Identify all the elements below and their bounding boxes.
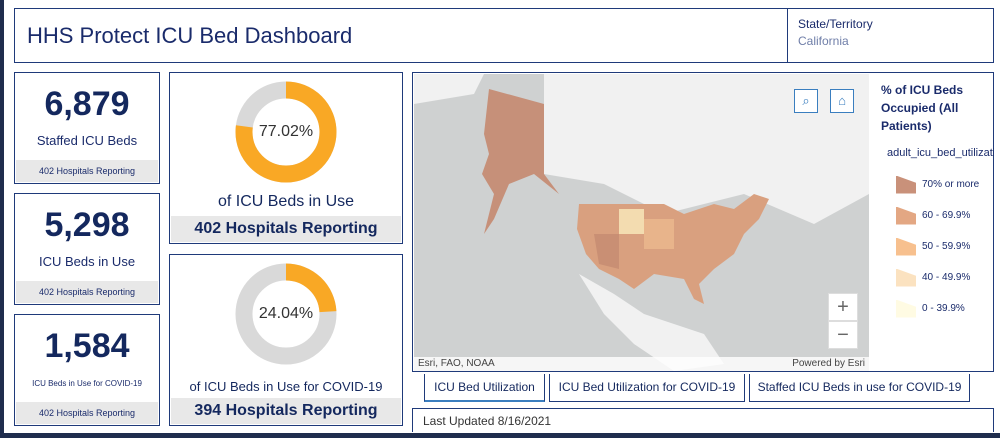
donut-chart [235,263,337,365]
donut-footer: 394 Hospitals Reporting [171,398,401,424]
legend-swatch [896,206,916,225]
donut-footer: 402 Hospitals Reporting [171,216,401,242]
legend-field: adult_icu_bed_utilization [887,147,994,159]
home-icon: ⌂ [838,93,846,108]
state-label: State/Territory [798,17,873,31]
donut-caption: of ICU Beds in Use [217,193,355,210]
legend-label: 40 - 49.9% [922,272,971,283]
legend-label: 0 - 39.9% [922,303,965,314]
zoom-in-button[interactable]: + [828,293,858,321]
map-view[interactable]: ⌕ ⌂ + − Esri, FAO, NOAA Powered by Esri [414,74,869,371]
legend-item: 60 - 69.9% [871,200,994,231]
donut-arc [235,263,337,365]
powered-by[interactable]: Powered by Esri [792,358,865,369]
stat-value: 6,879 [44,85,130,123]
donut-chart [235,81,337,183]
stat-label: ICU Beds in Use [38,254,136,269]
stat-value: 1,584 [44,327,130,365]
legend-swatch [896,175,916,194]
last-updated: Last Updated 8/16/2021 [412,408,994,432]
donut-percent: 24.04% [258,305,314,322]
stat-label: Staffed ICU Beds [36,133,138,148]
search-icon: ⌕ [802,93,810,108]
covid-use-donut-card: 24.04% of ICU Beds in Use for COVID-19 3… [169,254,403,426]
tab-icu-bed-utilization[interactable]: ICU Bed Utilization [424,374,545,402]
tab-icu-bed-utilization-covid[interactable]: ICU Bed Utilization for COVID-19 [549,374,745,402]
map-panel: ⌕ ⌂ + − Esri, FAO, NOAA Powered by Esri … [412,72,994,372]
stat-label: ICU Beds in Use for COVID-19 [32,379,142,388]
donut-caption: of ICU Beds in Use for COVID-19 [189,379,383,394]
legend-title: % of ICU Beds Occupied (All Patients) [881,83,964,133]
zoom-out-button[interactable]: − [828,321,858,349]
land-mexico [579,274,724,371]
legend-item: 40 - 49.9% [871,262,994,293]
attribution-text: Esri, FAO, NOAA [418,358,495,369]
state-selector[interactable]: State/Territory California [787,9,992,62]
stat-footer: 402 Hospitals Reporting [16,402,158,424]
bottom-border [4,433,1000,438]
home-button[interactable]: ⌂ [830,89,854,113]
page-title: HHS Protect ICU Bed Dashboard [27,23,353,48]
stat-value: 5,298 [44,206,130,244]
search-button[interactable]: ⌕ [794,89,818,113]
stat-footer: 402 Hospitals Reporting [16,281,158,303]
state-value: California [798,34,849,48]
alaska-region [482,89,559,234]
stat-footer: 402 Hospitals Reporting [16,160,158,182]
beds-in-use-card: 5,298 ICU Beds in Use 402 Hospitals Repo… [14,193,160,305]
donut-percent: 77.02% [258,123,314,140]
map-legend: % of ICU Beds Occupied (All Patients) ad… [871,81,994,324]
legend-swatch [896,268,916,287]
staffed-beds-card: 6,879 Staffed ICU Beds 402 Hospitals Rep… [14,72,160,184]
icu-use-donut-card: 77.02% of ICU Beds in Use 402 Hospitals … [169,72,403,244]
legend-item: 50 - 59.9% [871,231,994,262]
map-basemap [414,74,869,371]
legend-label: 70% or more [922,179,980,190]
legend-label: 60 - 69.9% [922,210,971,221]
land-canada [544,74,869,224]
tab-staffed-icu-beds-covid[interactable]: Staffed ICU Beds in use for COVID-19 [749,374,970,402]
legend-label: 50 - 59.9% [922,241,971,252]
legend-swatch [896,237,916,256]
map-attribution: Esri, FAO, NOAA Powered by Esri [414,357,869,371]
covid-beds-card: 1,584 ICU Beds in Use for COVID-19 402 H… [14,314,160,426]
donut-arc [235,81,337,183]
legend-item: 70% or more [871,169,994,200]
legend-swatch [896,299,916,318]
header: HHS Protect ICU Bed Dashboard State/Terr… [14,8,994,63]
legend-item: 0 - 39.9% [871,293,994,324]
